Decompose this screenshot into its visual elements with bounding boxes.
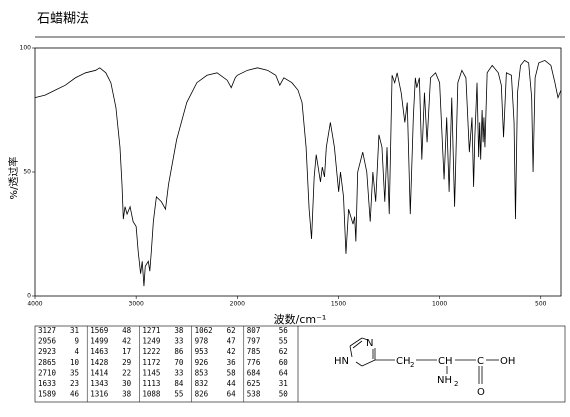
peak-transmittance: 62 bbox=[279, 347, 288, 356]
peak-wavenumber: 978 bbox=[195, 337, 209, 346]
peak-wavenumber: 2956 bbox=[38, 337, 57, 346]
peak-wavenumber: 1172 bbox=[142, 358, 160, 367]
peak-transmittance: 17 bbox=[122, 347, 131, 356]
peak-transmittance: 44 bbox=[227, 379, 237, 388]
peak-wavenumber: 785 bbox=[247, 347, 261, 356]
atom-label: HN bbox=[334, 356, 349, 367]
peak-wavenumber: 1249 bbox=[142, 337, 160, 346]
peak-wavenumber: 1343 bbox=[90, 379, 108, 388]
peak-wavenumber: 2865 bbox=[38, 358, 56, 367]
peak-wavenumber: 826 bbox=[195, 390, 209, 399]
peak-transmittance: 10 bbox=[70, 358, 80, 367]
peak-transmittance: 55 bbox=[279, 337, 288, 346]
peak-wavenumber: 3127 bbox=[38, 326, 56, 335]
y-tick-label: 50 bbox=[23, 169, 31, 176]
peak-wavenumber: 2923 bbox=[38, 347, 56, 356]
peak-transmittance: 56 bbox=[279, 326, 289, 335]
x-tick-label: 4000 bbox=[27, 301, 42, 308]
x-tick-label: 500 bbox=[535, 301, 547, 308]
peak-transmittance: 36 bbox=[227, 358, 237, 367]
peak-transmittance: 55 bbox=[174, 390, 183, 399]
atom-label: CH bbox=[396, 356, 411, 367]
peak-wavenumber: 797 bbox=[247, 337, 261, 346]
x-tick-label: 2000 bbox=[230, 301, 245, 308]
peak-wavenumber: 953 bbox=[195, 347, 209, 356]
y-tick-label: 0 bbox=[27, 293, 31, 300]
peak-wavenumber: 1222 bbox=[142, 347, 160, 356]
y-tick-label: 100 bbox=[20, 45, 32, 52]
peak-wavenumber: 1589 bbox=[38, 390, 56, 399]
peak-wavenumber: 1633 bbox=[38, 379, 56, 388]
peak-wavenumber: 684 bbox=[247, 368, 261, 377]
peak-transmittance: 50 bbox=[279, 390, 289, 399]
peak-transmittance: 38 bbox=[122, 390, 132, 399]
peak-wavenumber: 1271 bbox=[142, 326, 160, 335]
peak-wavenumber: 1569 bbox=[90, 326, 108, 335]
peak-transmittance: 84 bbox=[174, 379, 184, 388]
peak-transmittance: 46 bbox=[70, 390, 80, 399]
x-tick-label: 1000 bbox=[432, 301, 447, 308]
x-axis-label: 波数/cm⁻¹ bbox=[274, 313, 327, 326]
peak-transmittance: 58 bbox=[227, 368, 237, 377]
peak-transmittance: 47 bbox=[227, 337, 236, 346]
atom-label: CH bbox=[438, 356, 453, 367]
peak-wavenumber: 1463 bbox=[90, 347, 108, 356]
peak-wavenumber: 1316 bbox=[90, 390, 109, 399]
atom-label: O bbox=[477, 387, 485, 398]
peak-transmittance: 4 bbox=[74, 347, 79, 356]
peak-transmittance: 22 bbox=[122, 368, 131, 377]
peak-wavenumber: 1088 bbox=[142, 390, 161, 399]
spectrum-line bbox=[34, 59, 562, 287]
peak-wavenumber: 807 bbox=[247, 326, 261, 335]
plot-frame bbox=[34, 47, 562, 297]
x-tick-label: 3000 bbox=[129, 301, 144, 308]
structure-diagram bbox=[349, 337, 499, 384]
peak-transmittance: 33 bbox=[174, 337, 183, 346]
chart-title: 石蜡糊法 bbox=[37, 11, 89, 27]
peak-wavenumber: 2710 bbox=[38, 368, 57, 377]
atom-label: OH bbox=[500, 356, 515, 367]
peak-transmittance: 9 bbox=[74, 337, 79, 346]
peak-wavenumber: 1414 bbox=[90, 368, 109, 377]
peak-wavenumber: 538 bbox=[247, 390, 261, 399]
peak-wavenumber: 776 bbox=[247, 358, 261, 367]
peak-transmittance: 31 bbox=[279, 379, 288, 388]
peak-wavenumber: 1428 bbox=[90, 358, 109, 367]
atom-label: C bbox=[477, 356, 484, 367]
atom-label: NH bbox=[437, 375, 452, 386]
peak-transmittance: 86 bbox=[174, 347, 184, 356]
peak-wavenumber: 625 bbox=[247, 379, 261, 388]
peak-wavenumber: 853 bbox=[195, 368, 209, 377]
peak-transmittance: 31 bbox=[70, 326, 79, 335]
peak-transmittance: 29 bbox=[122, 358, 131, 367]
atom-label: 2 bbox=[454, 380, 458, 388]
peak-transmittance: 23 bbox=[70, 379, 79, 388]
peak-table-frame bbox=[34, 325, 566, 403]
peak-transmittance: 33 bbox=[174, 368, 183, 377]
peak-transmittance: 62 bbox=[227, 326, 236, 335]
peak-transmittance: 38 bbox=[174, 326, 184, 335]
peak-transmittance: 64 bbox=[279, 368, 289, 377]
peak-wavenumber: 1113 bbox=[142, 379, 160, 388]
peak-transmittance: 60 bbox=[279, 358, 289, 367]
atom-label: N bbox=[366, 338, 373, 349]
peak-transmittance: 30 bbox=[122, 379, 132, 388]
x-tick-label: 1500 bbox=[331, 301, 346, 308]
atom-label: 2 bbox=[410, 361, 414, 369]
peak-transmittance: 35 bbox=[70, 368, 79, 377]
peak-wavenumber: 832 bbox=[195, 379, 209, 388]
peak-transmittance: 48 bbox=[122, 326, 132, 335]
peak-transmittance: 70 bbox=[174, 358, 184, 367]
peak-wavenumber: 926 bbox=[195, 358, 209, 367]
peak-transmittance: 64 bbox=[227, 390, 237, 399]
peak-transmittance: 42 bbox=[122, 337, 131, 346]
peak-wavenumber: 1145 bbox=[142, 368, 160, 377]
peak-wavenumber: 1062 bbox=[195, 326, 213, 335]
y-axis-label: %/透过率 bbox=[7, 157, 20, 200]
peak-wavenumber: 1499 bbox=[90, 337, 108, 346]
peak-transmittance: 42 bbox=[227, 347, 236, 356]
